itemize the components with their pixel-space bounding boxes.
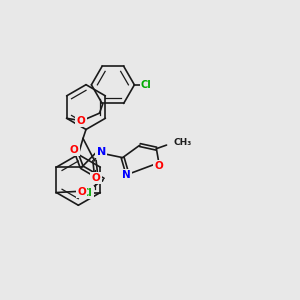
Text: N: N: [122, 170, 130, 180]
Text: O: O: [76, 116, 85, 126]
Text: Cl: Cl: [141, 80, 152, 90]
Text: O: O: [92, 173, 100, 183]
Text: O: O: [77, 187, 86, 197]
Text: O: O: [70, 145, 79, 155]
Text: O: O: [154, 161, 163, 171]
Text: CH₃: CH₃: [173, 138, 192, 147]
Text: N: N: [97, 147, 106, 157]
Text: Cl: Cl: [82, 188, 92, 198]
